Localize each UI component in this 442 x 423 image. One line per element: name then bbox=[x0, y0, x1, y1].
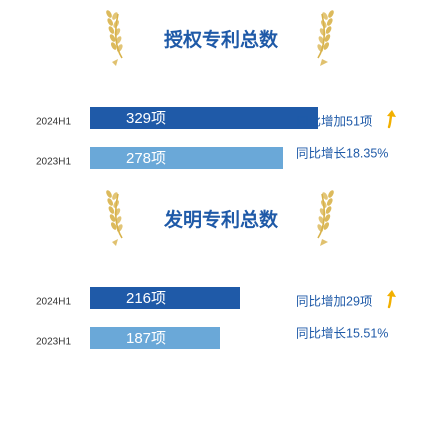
wheat-grain bbox=[320, 200, 327, 208]
wheat-grain bbox=[115, 216, 122, 224]
wheat-grain bbox=[328, 10, 334, 18]
wheat-grain bbox=[113, 200, 120, 208]
wheat-leaf bbox=[112, 239, 118, 246]
wheat-grain bbox=[318, 36, 325, 44]
wheat-left-icon bbox=[106, 190, 123, 246]
wheat-right-icon bbox=[317, 10, 334, 66]
wheat-grain bbox=[326, 198, 333, 206]
wheat-grain bbox=[108, 26, 115, 34]
wheat-grain bbox=[115, 36, 122, 44]
wheat-grain bbox=[328, 190, 334, 198]
chart-title: 发明专利总数 bbox=[163, 208, 279, 231]
wheat-grain bbox=[106, 190, 112, 198]
wheat-grain bbox=[317, 44, 324, 52]
arrow-head bbox=[387, 110, 396, 117]
data-label: 329项 bbox=[126, 110, 166, 127]
bar bbox=[90, 287, 240, 309]
wheat-grain bbox=[107, 198, 114, 206]
growth-annotation: 同比增加29项 bbox=[296, 293, 372, 308]
up-arrow-icon bbox=[387, 290, 396, 309]
wheat-right-icon bbox=[317, 190, 334, 246]
wheat-grain bbox=[324, 34, 331, 42]
wheat-grain bbox=[326, 18, 333, 26]
wheat-grain bbox=[324, 214, 331, 222]
chart-2: 发明专利总数 2024H1 216项 同比增加29项 2023H1 187项 同比增长15.… bbox=[36, 208, 388, 349]
wheat-grain bbox=[116, 224, 123, 232]
wheat-grain bbox=[322, 192, 328, 200]
wheat-grain bbox=[108, 206, 115, 214]
wheat-grain bbox=[320, 20, 327, 28]
bar bbox=[90, 107, 318, 129]
data-label: 187项 bbox=[126, 330, 166, 347]
wheat-left-icon bbox=[106, 10, 123, 66]
category-label: 2023H1 bbox=[36, 337, 71, 348]
wheat-leaf bbox=[112, 59, 118, 66]
chart-1: 授权专利总数 2024H1 329项 同比增加51项 2023H1 278项 同比增长18.… bbox=[36, 28, 388, 169]
growth-annotation: 同比增长18.35% bbox=[296, 145, 388, 160]
wheat-grain bbox=[109, 34, 116, 42]
wheat-grain bbox=[322, 12, 328, 20]
wheat-grain bbox=[114, 28, 121, 36]
wheat-grain bbox=[112, 12, 118, 20]
growth-annotation: 同比增加51项 bbox=[296, 113, 372, 128]
wheat-stem bbox=[114, 13, 123, 59]
wheat-grain bbox=[110, 42, 117, 50]
bar bbox=[90, 147, 283, 169]
wheat-grain bbox=[318, 216, 325, 224]
wheat-grain bbox=[106, 10, 112, 18]
arrow-head bbox=[387, 290, 396, 297]
wheat-grain bbox=[323, 42, 330, 50]
wheat-grain bbox=[323, 222, 330, 230]
bar bbox=[90, 327, 220, 349]
up-arrow-icon bbox=[387, 110, 396, 129]
category-label: 2024H1 bbox=[36, 297, 71, 308]
wheat-grain bbox=[319, 28, 326, 36]
category-label: 2023H1 bbox=[36, 157, 71, 168]
wheat-grain bbox=[325, 26, 332, 34]
wheat-stem bbox=[317, 13, 326, 59]
wheat-grain bbox=[110, 222, 117, 230]
wheat-grain bbox=[116, 44, 123, 52]
wheat-grain bbox=[317, 224, 324, 232]
growth-annotation: 同比增长15.51% bbox=[296, 325, 388, 340]
wheat-grain bbox=[114, 208, 121, 216]
data-label: 216项 bbox=[126, 290, 166, 307]
wheat-leaf bbox=[320, 59, 328, 66]
data-label: 278项 bbox=[126, 150, 166, 167]
wheat-grain bbox=[109, 214, 116, 222]
wheat-leaf bbox=[320, 239, 328, 246]
category-label: 2024H1 bbox=[36, 117, 71, 128]
wheat-grain bbox=[112, 192, 118, 200]
wheat-grain bbox=[107, 18, 114, 26]
wheat-grain bbox=[113, 20, 120, 28]
wheat-grain bbox=[319, 208, 326, 216]
chart-title: 授权专利总数 bbox=[164, 28, 279, 51]
wheat-grain bbox=[325, 206, 332, 214]
wheat-stem bbox=[317, 193, 326, 239]
wheat-stem bbox=[114, 193, 123, 239]
